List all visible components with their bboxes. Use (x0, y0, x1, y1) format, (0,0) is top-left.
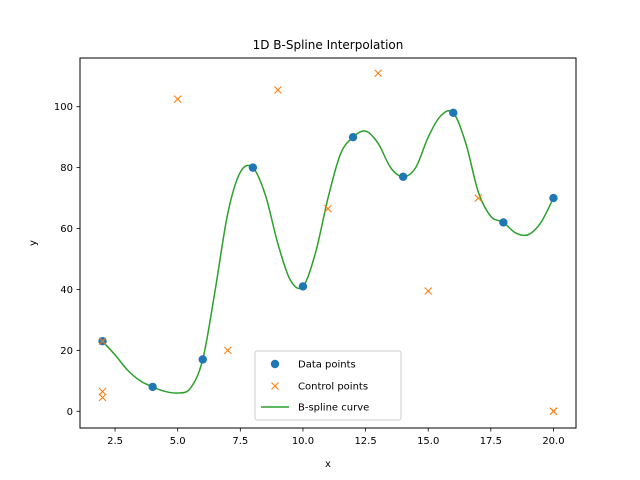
x-tick-label: 12.5 (354, 436, 376, 447)
legend-control-points-marker (271, 382, 279, 390)
x-axis-label: x (325, 459, 331, 470)
legend-label: Control points (298, 382, 368, 393)
data-point (549, 193, 558, 203)
x-tick-label: 5.0 (170, 436, 186, 447)
b-spline-curve-line (101, 109, 555, 394)
legend-label: Data points (298, 360, 356, 371)
control-point (549, 407, 558, 416)
control-point (223, 346, 232, 355)
y-tick-label: 0 (67, 407, 73, 418)
legend-data-points-marker (270, 359, 280, 369)
control-point (474, 194, 483, 202)
data-point (499, 218, 508, 227)
control-point (98, 337, 107, 346)
control-point (374, 69, 382, 78)
y-tick-label: 60 (60, 224, 73, 235)
data-point (198, 355, 207, 364)
y-tick-label: 40 (60, 285, 73, 296)
axes-frame (79, 57, 577, 429)
y-tick-label: 20 (60, 346, 73, 357)
x-tick-label: 15.0 (417, 436, 439, 447)
data-point (348, 132, 358, 142)
y-tick-label: 80 (60, 163, 73, 174)
x-tick-label: 17.5 (480, 436, 502, 447)
control-point (98, 387, 107, 396)
control-point (274, 86, 282, 94)
legend: Data points Control points B-spline curve (254, 350, 402, 421)
y-tick-label: 100 (54, 102, 73, 113)
chart-title: 1D B-Spline Interpolation (253, 38, 404, 52)
legend-label: B-spline curve (298, 403, 369, 414)
data-point (398, 172, 408, 181)
data-point (148, 382, 157, 392)
control-point (424, 287, 433, 295)
y-axis: 0 20 40 60 80 100 (54, 102, 80, 418)
plot-area (98, 69, 558, 416)
x-axis: 2.5 5.0 7.5 10.0 12.5 15.0 17.5 20.0 (107, 428, 565, 447)
x-tick-label: 2.5 (107, 436, 123, 447)
legend-box (254, 350, 402, 421)
data-point (449, 108, 458, 118)
x-tick-label: 20.0 (542, 436, 564, 447)
control-point (324, 204, 332, 213)
data-point (298, 282, 308, 291)
y-axis-label: y (28, 240, 39, 246)
x-tick-label: 7.5 (232, 436, 248, 447)
x-tick-label: 10.0 (292, 436, 314, 447)
data-point (248, 163, 258, 172)
control-point (173, 95, 182, 104)
control-point (98, 393, 107, 402)
